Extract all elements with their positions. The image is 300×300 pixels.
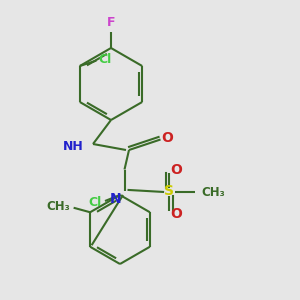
Text: Cl: Cl [89,196,102,209]
Text: O: O [161,131,173,145]
Text: NH: NH [63,140,84,154]
Text: CH₃: CH₃ [201,185,225,199]
Text: O: O [170,208,182,221]
Text: O: O [170,163,182,176]
Text: S: S [164,184,175,198]
Text: F: F [107,16,115,28]
Text: CH₃: CH₃ [47,200,70,213]
Text: Cl: Cl [99,53,112,66]
Text: N: N [110,192,122,206]
